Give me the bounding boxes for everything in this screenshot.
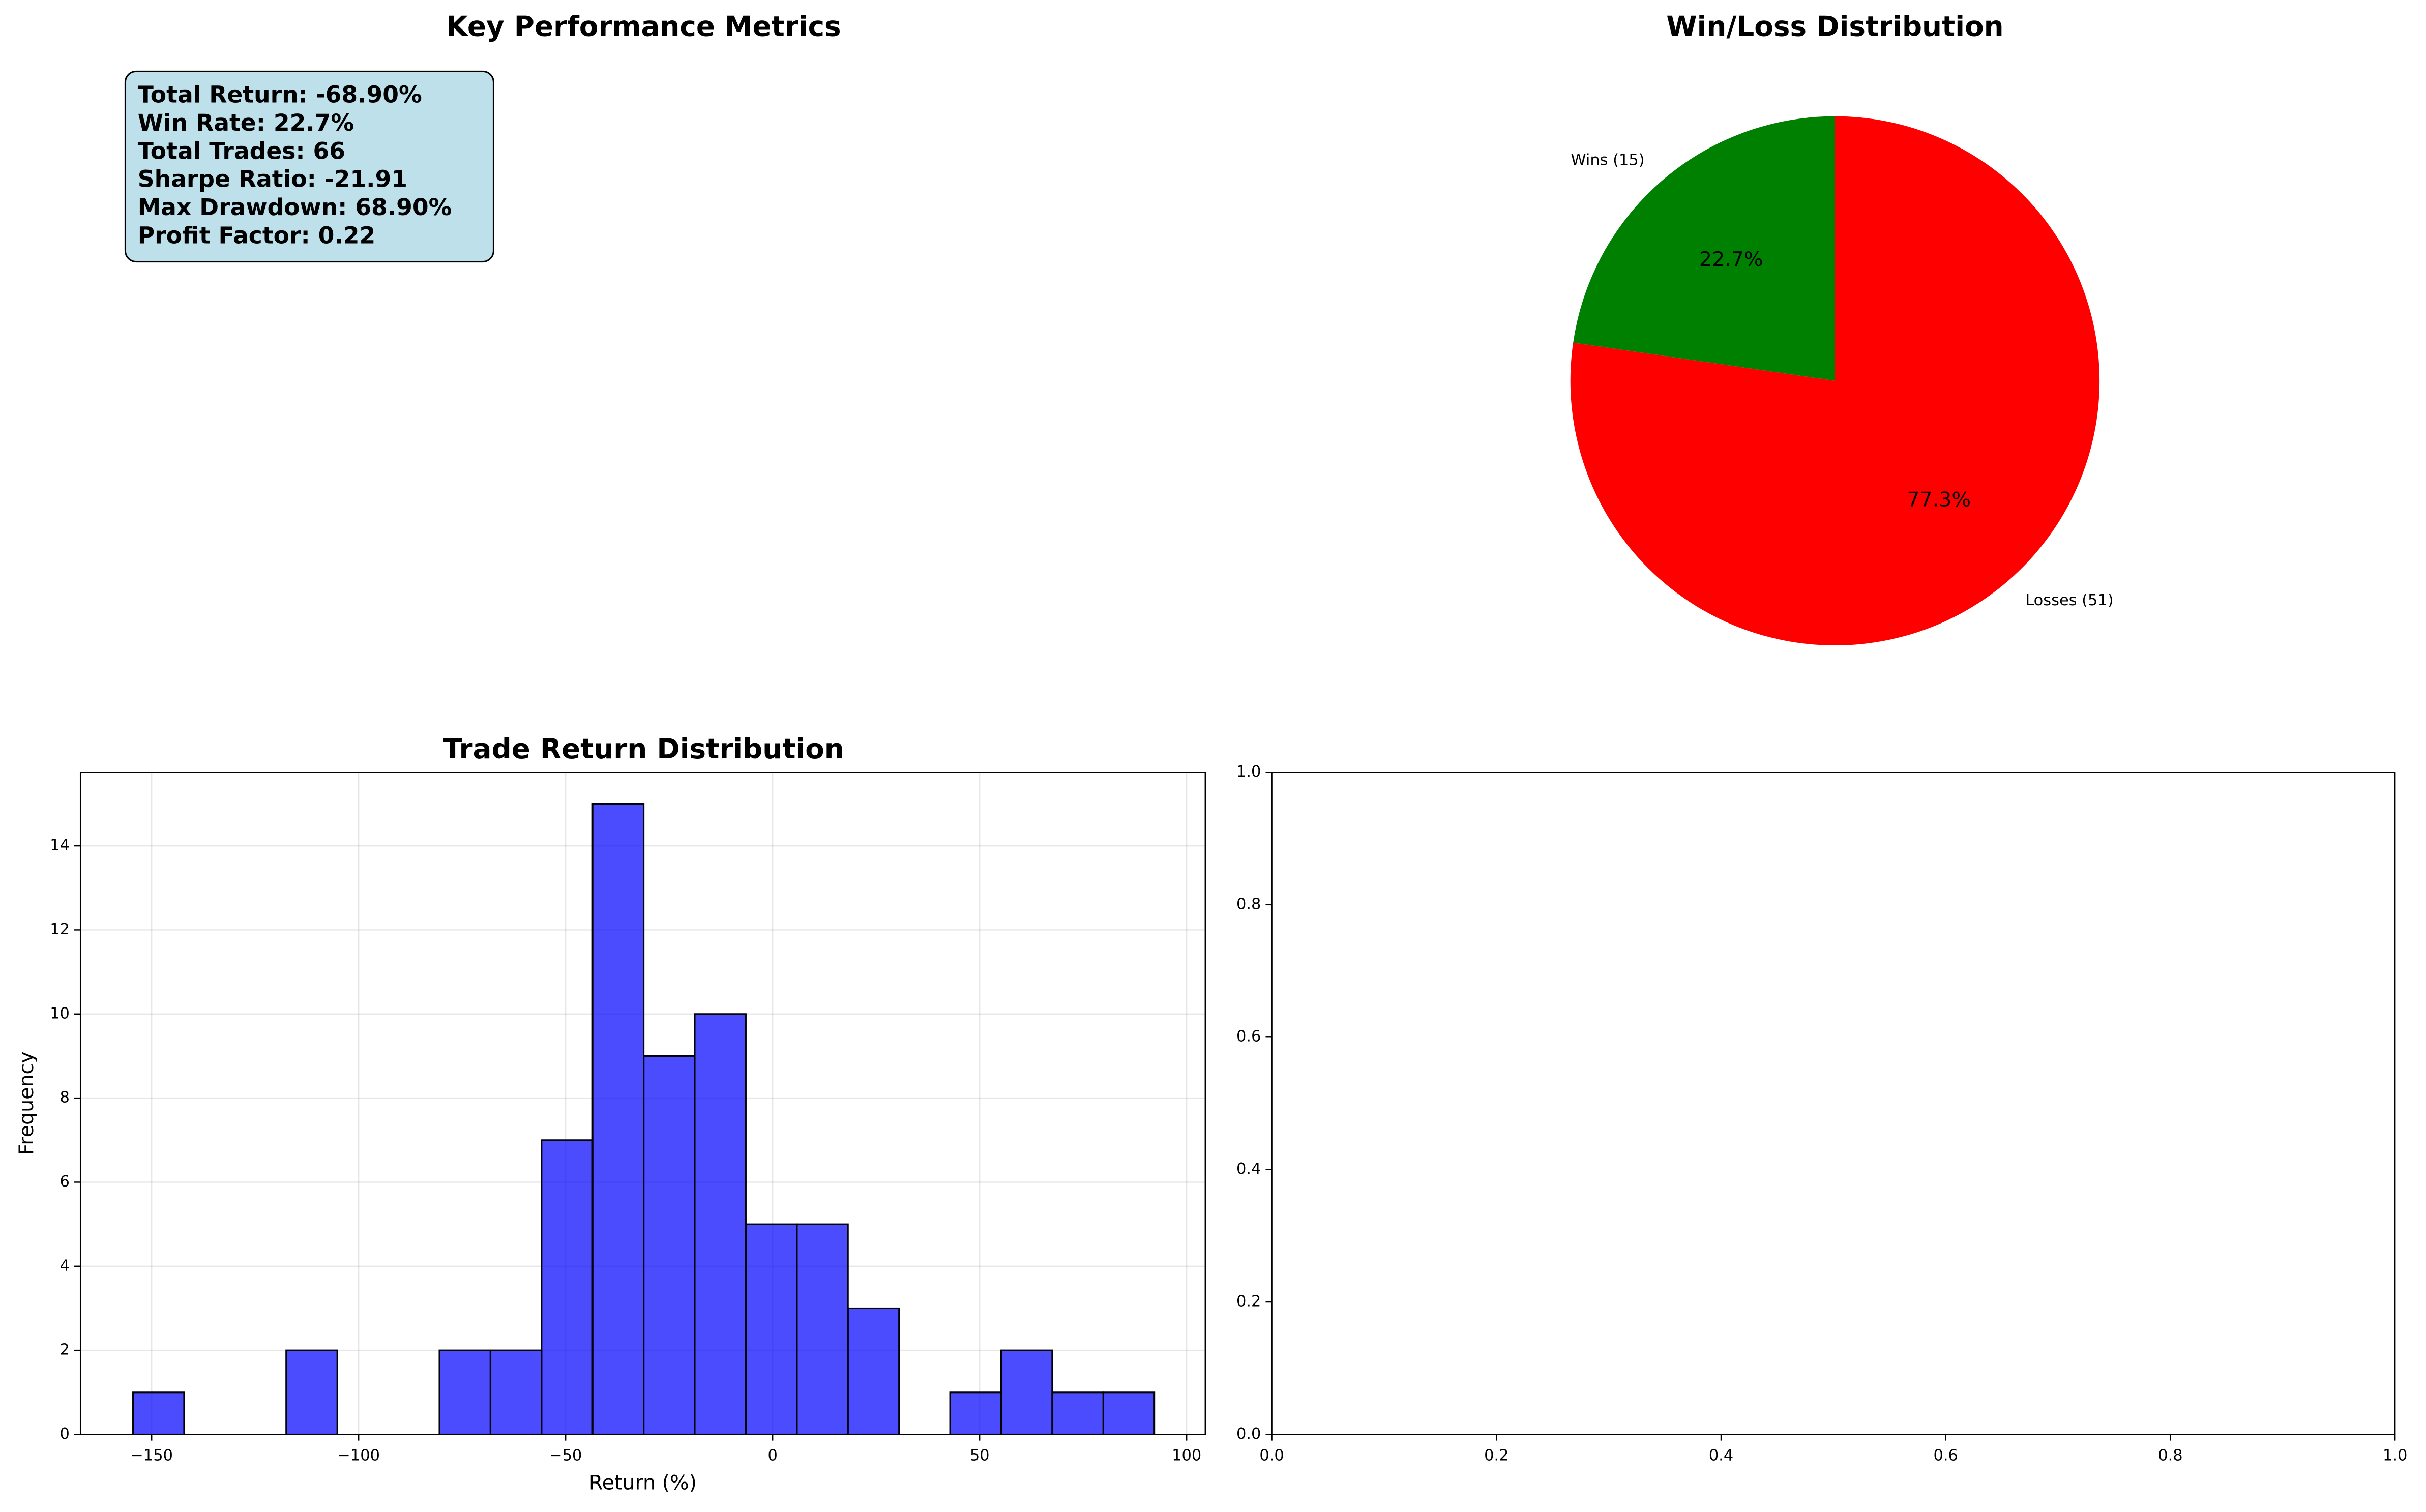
x-tick-label: −100	[337, 1447, 380, 1465]
y-tick-label: 0.6	[1236, 1028, 1261, 1046]
metric-line: Profit Factor: 0.22	[138, 222, 375, 249]
x-tick-label: 0.2	[1484, 1447, 1508, 1465]
pie-slice	[1573, 116, 1835, 381]
slice-label: Losses (51)	[2025, 591, 2113, 609]
metric-line: Total Trades: 66	[138, 137, 345, 164]
y-tick-label: 0	[60, 1425, 70, 1443]
histogram-bar	[1000, 1349, 1053, 1435]
y-tick-label: 1.0	[1236, 763, 1261, 781]
y-tick-label: 6	[60, 1173, 70, 1191]
histogram-bar	[847, 1307, 900, 1435]
histogram-bar	[489, 1349, 543, 1435]
x-tick-label: 0	[767, 1447, 777, 1465]
x-tick-label: 0.6	[1934, 1447, 1958, 1465]
histogram-bar	[949, 1391, 1002, 1435]
metrics-box	[124, 70, 494, 263]
y-tick-label: 2	[60, 1341, 70, 1359]
y-tick-label: 4	[60, 1257, 70, 1274]
y-tick-label: 0.2	[1236, 1293, 1261, 1311]
histogram-bar	[1102, 1391, 1156, 1435]
axes-frame	[79, 772, 1206, 1435]
histogram-bar	[1051, 1391, 1104, 1435]
y-tick-label: 0.8	[1236, 895, 1261, 913]
y-tick-label: 8	[60, 1089, 70, 1107]
x-tick-label: 1.0	[2383, 1447, 2407, 1465]
axes-frame	[1271, 772, 2396, 1435]
metric-line: Max Drawdown: 68.90%	[138, 194, 452, 221]
chart-title: Trade Return Distribution	[443, 732, 844, 765]
metric-line: Win Rate: 22.7%	[138, 109, 354, 136]
histogram-bar	[541, 1139, 594, 1435]
histogram-bar	[132, 1391, 185, 1435]
y-tick-label: 0.4	[1236, 1160, 1261, 1178]
x-tick-label: 0.8	[2158, 1447, 2182, 1465]
y-axis-label: Frequency	[15, 1051, 38, 1155]
chart-title: Key Performance Metrics	[446, 10, 841, 42]
chart-title: Win/Loss Distribution	[1666, 10, 2003, 42]
x-tick-label: 0.4	[1709, 1447, 1733, 1465]
x-tick-label: 50	[970, 1447, 990, 1465]
histogram-bar	[438, 1349, 491, 1435]
slice-label: Wins (15)	[1571, 152, 1645, 169]
histogram-bar	[745, 1223, 798, 1435]
y-tick-label: 0.0	[1236, 1425, 1261, 1443]
y-tick-label: 12	[50, 921, 70, 938]
y-tick-label: 14	[50, 837, 70, 854]
slice-percent: 77.3%	[1907, 488, 1971, 511]
slice-percent: 22.7%	[1699, 248, 1763, 271]
pie-slice	[1570, 116, 2100, 645]
metric-line: Sharpe Ratio: -21.91	[138, 166, 407, 193]
metric-line: Total Return: -68.90%	[138, 81, 422, 108]
histogram-bar	[694, 1013, 747, 1435]
x-axis-label: Return (%)	[589, 1471, 697, 1494]
x-tick-label: 0.0	[1259, 1447, 1284, 1465]
x-tick-label: −150	[130, 1447, 173, 1465]
y-tick-label: 10	[50, 1004, 70, 1022]
histogram-bar	[643, 1055, 696, 1435]
histogram-bar	[591, 803, 645, 1435]
histogram-bar	[796, 1223, 849, 1435]
histogram-bar	[285, 1349, 338, 1435]
x-tick-label: 100	[1172, 1447, 1201, 1465]
x-tick-label: −50	[549, 1447, 582, 1465]
